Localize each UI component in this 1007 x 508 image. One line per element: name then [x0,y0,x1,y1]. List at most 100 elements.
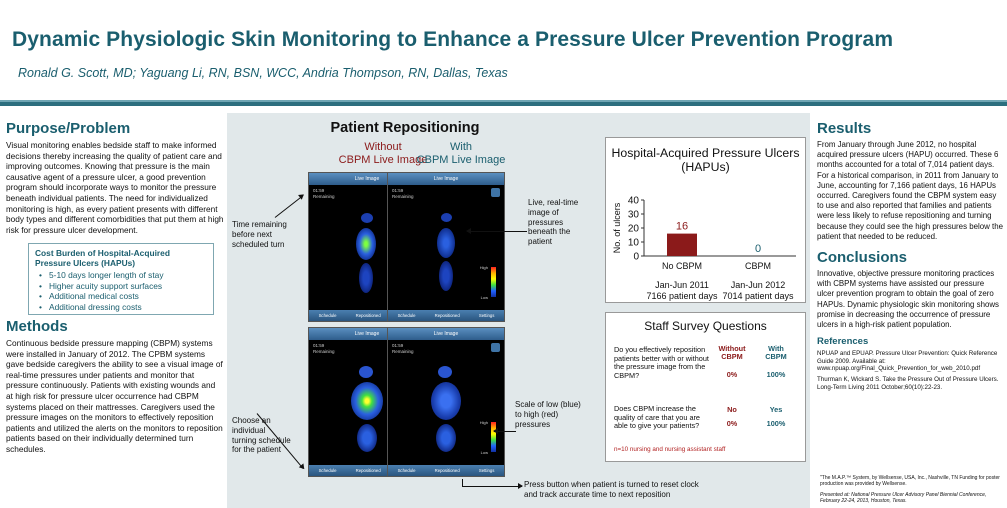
footnote-presented: Presented at: National Pressure Ulcer Ad… [820,492,987,505]
right-column: Results From January through June 2012, … [817,120,1003,391]
results-heading: Results [817,120,872,137]
scale-high-label: High [479,420,488,425]
timer-readout: 01:59 Remaining [313,343,335,354]
reference-item: Thurman K, Wickard S. Take the Pressure … [817,376,999,391]
pressure-legs [439,261,453,291]
with-label: With [450,141,472,153]
purpose-text: Visual monitoring enables bedside staff … [6,140,224,235]
y-tick-label: 30 [628,210,640,221]
arrow-icon [274,194,304,218]
pressure-head [361,213,373,223]
category-label: CBPM [745,261,771,271]
survey-col-without: Without CBPM [718,344,746,362]
purpose-heading: Purpose/Problem [6,120,131,137]
annotation-press-button: Press button when patient is turned to r… [524,480,699,499]
bar-data-label: 0 [755,243,761,255]
y-axis-label: No. of ulcers [612,202,622,253]
pressure-torso [437,228,455,258]
left-column: Purpose/Problem Visual monitoring enable… [6,120,224,455]
footnote-system: "The M.A.P.™ System, by Wellsense, USA, … [820,475,1000,488]
connector-line [462,479,463,486]
without-label: Without [364,141,402,153]
live-image-label: Live Image [388,328,504,340]
repositioned-button[interactable]: Repositioned [434,468,460,473]
annotation-turning-schedule: Choose an individual turning schedule fo… [232,416,291,455]
arrow-icon [462,483,523,489]
without-cbpm-heading: Without CBPM Live Image [318,141,448,167]
survey-q2-with: 100% [766,419,786,428]
timer-readout: 01:59 Remaining [392,343,414,354]
schedule-button[interactable]: Schedule [397,468,416,473]
pressure-torso [356,228,376,260]
pressure-torso [431,382,461,420]
references-heading: References [817,336,869,348]
methods-heading: Methods [6,317,68,335]
header-divider [0,100,1007,106]
with-sublabel: CBPM Live Image [416,154,506,166]
survey-col-with: With CBPM [765,344,787,362]
category-sublabel: Jan-Jun 2011 [655,280,709,290]
arrow-icon [493,428,516,434]
hapu-bar-chart: 0 10 20 30 40 No. of ulcers 16 No CBPM Jan-Jun 2… [612,196,796,301]
settings-button[interactable]: Settings [478,313,495,318]
repositioning-title: Patient Repositioning [330,120,480,136]
y-tick-label: 20 [628,224,640,235]
pressure-legs [436,424,456,452]
schedule-button[interactable]: Schedule [397,313,416,318]
results-text: From January through June 2012, no hospi… [817,140,1003,241]
arrow-icon [466,228,527,234]
cost-burden-list: 5-10 days longer length of stay Higher a… [35,270,207,312]
survey-q2-without: 0% [726,419,738,428]
methods-text: Continuous bedside pressure mapping (CBP… [6,337,223,454]
reference-item: NPUAP and EPUAP. Pressure Ulcer Preventi… [817,350,998,373]
schedule-button[interactable]: Schedule [318,468,337,473]
device-button-bar: Schedule Repositioned Settings [388,310,504,321]
list-item: Additional medical costs [35,291,207,302]
category-sublabel: 7014 patient days [722,291,794,301]
pressure-torso [351,382,383,420]
scale-low-label: Low [480,450,488,455]
live-image-label: Live Image [388,173,504,185]
device-button-bar: Schedule Repositioned Settings [388,465,504,476]
category-label: No CBPM [662,261,702,271]
category-sublabel: 7166 patient days [646,291,718,301]
poster-authors: Ronald G. Scott, MD; Yaguang Li, RN, BSN… [18,66,508,80]
survey-q2-yes: Yes [769,405,783,414]
y-tick-label: 10 [628,238,640,249]
survey-q2-no: No [727,405,737,414]
y-tick-label: 0 [633,252,639,263]
cost-burden-box: Cost Burden of Hospital-Acquired Pressur… [28,243,214,315]
list-item: Additional dressing costs [35,302,207,313]
cost-burden-title: Cost Burden of Hospital-Acquired Pressur… [35,248,170,269]
without-sublabel: CBPM Live Image [338,154,428,166]
repositioned-button[interactable]: Repositioned [355,468,381,473]
timer-readout: 01:59 Remaining [392,188,414,199]
bar-data-label: 16 [676,221,688,233]
scale-low-label: Low [480,295,488,300]
pressure-scale [491,422,496,452]
gear-icon[interactable] [491,188,500,197]
conclusions-heading: Conclusions [817,249,908,267]
pressure-legs [359,263,373,293]
with-cbpm-heading: With CBPM Live Image [396,141,526,167]
bar [667,233,697,256]
scale-high-label: High [479,265,488,270]
category-sublabel: Jan-Jun 2012 [731,280,786,290]
pressure-head [438,366,452,378]
repositioned-button[interactable]: Repositioned [355,313,381,318]
y-tick-label: 40 [628,196,640,207]
pressure-head [441,213,452,222]
annotation-live-image: Live, real-time image of pressures benea… [528,198,579,247]
chart-title: Hospital-Acquired Pressure Ulcers (HAPUs… [611,146,800,174]
gear-icon[interactable] [491,343,500,352]
survey-q1-with: 100% [766,370,786,379]
survey-title: Staff Survey Questions [644,319,767,333]
survey-q1-without: 0% [726,370,738,379]
annotation-scale: Scale of low (blue) to high (red) pressu… [515,400,581,429]
settings-button[interactable]: Settings [478,468,495,473]
repositioned-button[interactable]: Repositioned [434,313,460,318]
monitor-screen-with-top: Live Image 01:59 Remaining High Low Sched… [387,172,505,322]
list-item: Higher acuity support surfaces [35,281,207,292]
survey-note: n=10 nursing and nursing assistant staff [614,446,726,453]
schedule-button[interactable]: Schedule [318,313,337,318]
